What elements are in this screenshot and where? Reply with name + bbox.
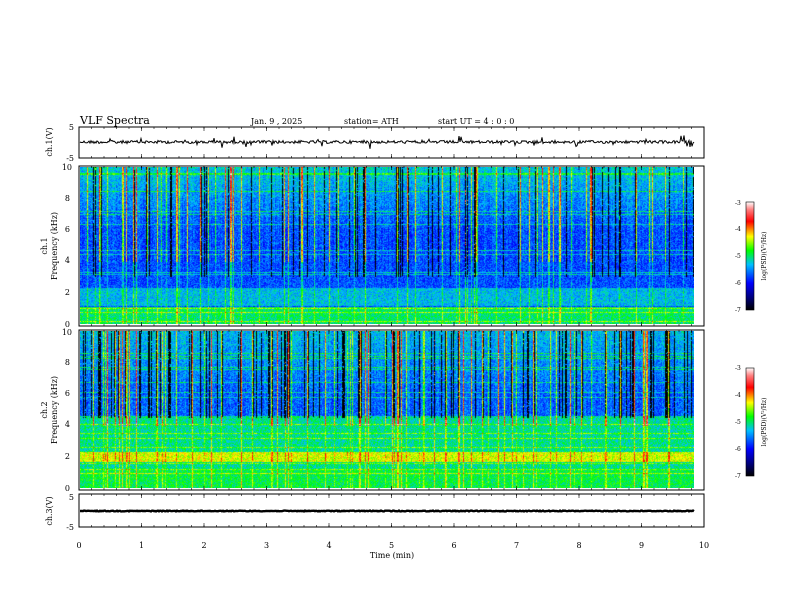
ch2-colorbar — [745, 367, 755, 477]
x-tick-labels: 0 1 2 3 4 5 6 7 8 9 10 — [76, 541, 709, 550]
ch1-spectrogram-panel: 0 2 4 6 8 10 ch.1 Frequency (kHz) -3 -4 … — [40, 163, 768, 329]
ch2-frequency-ylabel: Frequency (kHz) — [50, 376, 59, 444]
ch1-ytick-2: 2 — [65, 288, 70, 297]
ch1-waveform-ylabel: ch.1(V) — [45, 127, 54, 156]
ch1-cb-tick-m6: -6 — [735, 280, 741, 287]
ch1-colorbar — [745, 201, 755, 311]
ch2-cb-tick-m5: -5 — [735, 419, 741, 426]
figure-title: VLF Spectra — [79, 114, 150, 127]
x-axis-label: Time (min) — [370, 551, 414, 560]
ch2-ytick-0: 0 — [65, 484, 70, 493]
station-label: station= ATH — [344, 117, 399, 126]
ch1-cb-tick-m5: -5 — [735, 253, 741, 260]
ch3-waveform-ylabel: ch.3(V) — [45, 496, 54, 525]
ch2-ytick-10: 10 — [62, 328, 72, 337]
ch3-waveform-panel: 5 -5 ch.3(V) — [45, 493, 705, 532]
ch2-spectrogram-panel: 0 2 4 6 8 10 ch.2 Frequency (kHz) -3 -4 … — [40, 328, 768, 493]
ch1-channel-label: ch.1 — [40, 237, 49, 254]
ch2-ytick-6: 6 — [65, 389, 70, 398]
ch2-ytick-2: 2 — [65, 452, 70, 461]
x-tick-label-6: 6 — [451, 541, 456, 550]
x-tick-label-10: 10 — [699, 541, 709, 550]
ch1-cb-tick-m7: -7 — [735, 307, 741, 314]
ch2-channel-label: ch.2 — [40, 401, 49, 418]
x-tick-label-3: 3 — [264, 541, 269, 550]
ch3-waveform-trace — [80, 509, 695, 513]
date-label: Jan. 9 , 2025 — [250, 117, 302, 126]
ch1-ytick-0: 0 — [65, 320, 70, 329]
x-tick-label-4: 4 — [326, 541, 331, 550]
ch2-colorbar-label: log(PSD)(V²/Hz) — [761, 398, 768, 447]
x-tick-label-2: 2 — [201, 541, 206, 550]
ch2-cb-tick-m6: -6 — [735, 446, 741, 453]
ch2-cb-tick-m7: -7 — [735, 473, 741, 480]
ch1-ytick-10: 10 — [62, 163, 72, 172]
ch2-ytick-8: 8 — [65, 358, 70, 367]
ch3-ytick-bottom: -5 — [66, 523, 74, 532]
ch1-frequency-ylabel: Frequency (kHz) — [50, 212, 59, 280]
ch2-spectrogram-image — [80, 331, 694, 488]
ch1-ytick-4: 4 — [65, 256, 70, 265]
ch1-colorbar-label: log(PSD)(V²/Hz) — [761, 232, 768, 281]
ch1-waveform-panel: 5 -5 ch.1(V) — [45, 123, 705, 163]
x-tick-label-9: 9 — [639, 541, 644, 550]
ch1-ytick-bottom: -5 — [66, 154, 74, 163]
ch2-cb-tick-m3: -3 — [735, 365, 741, 372]
ch1-cb-tick-m3: -3 — [735, 200, 741, 207]
axis-ticks — [78, 127, 705, 527]
x-tick-label-7: 7 — [514, 541, 519, 550]
ch1-cb-tick-m4: -4 — [735, 226, 741, 233]
ch1-waveform-trace — [79, 135, 695, 149]
x-tick-label-8: 8 — [576, 541, 581, 550]
ch1-ytick-top: 5 — [69, 123, 74, 132]
ch2-ytick-4: 4 — [65, 420, 70, 429]
ch1-spectrogram-image — [80, 167, 694, 324]
ch3-ytick-top: 5 — [69, 493, 74, 502]
x-tick-label-1: 1 — [139, 541, 144, 550]
ch1-ytick-8: 8 — [65, 194, 70, 203]
ch1-ytick-6: 6 — [65, 225, 70, 234]
start-time-label: start UT = 4 : 0 : 0 — [438, 117, 514, 126]
x-tick-label-0: 0 — [76, 541, 81, 550]
x-tick-label-5: 5 — [389, 541, 394, 550]
ch2-cb-tick-m4: -4 — [735, 392, 741, 399]
